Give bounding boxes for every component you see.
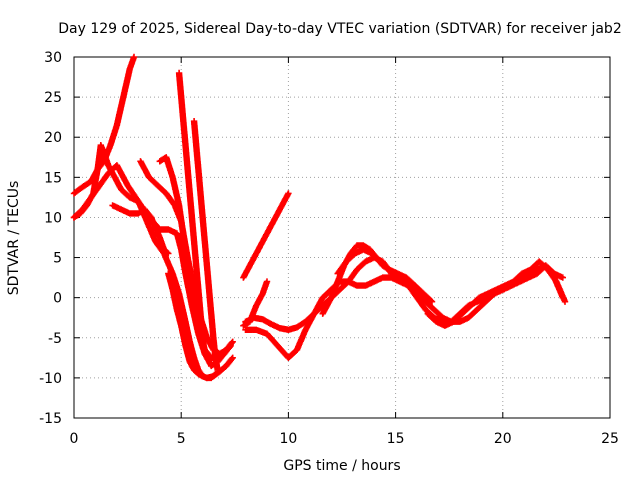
x-axis-title: GPS time / hours xyxy=(283,458,400,474)
marker-trail xyxy=(165,270,219,382)
marker-trail xyxy=(240,190,292,281)
y-axis-title: SDTVAR / TECUs xyxy=(6,181,22,296)
marker-trail xyxy=(109,202,172,257)
marker-trail xyxy=(242,254,566,333)
plot-frame xyxy=(73,56,611,419)
series-track-i xyxy=(165,270,219,382)
chart-title: Day 129 of 2025, Sidereal Day-to-day VTE… xyxy=(58,21,621,37)
y-tick-label: -15 xyxy=(39,411,62,427)
y-tick-label: 30 xyxy=(44,50,62,66)
x-tick-label: 15 xyxy=(387,431,405,447)
series-track-d xyxy=(109,202,172,257)
marker-trail xyxy=(175,69,208,357)
y-tick-label: 25 xyxy=(44,90,62,106)
x-tick-label: 25 xyxy=(601,431,619,447)
series-track-h xyxy=(190,118,221,374)
x-tick-label: 10 xyxy=(279,431,297,447)
x-tick-label: 5 xyxy=(177,431,186,447)
y-tick-label: 5 xyxy=(53,251,62,267)
marker-trail xyxy=(424,258,569,329)
series-track-p xyxy=(424,258,569,329)
series-track-g xyxy=(175,69,208,357)
data-points xyxy=(70,53,569,382)
y-tick-label: 0 xyxy=(53,291,62,307)
axis-ticks xyxy=(73,56,611,419)
y-tick-label: 10 xyxy=(44,210,62,226)
x-tick-label: 20 xyxy=(494,431,512,447)
series-track-j xyxy=(240,190,292,281)
grid xyxy=(74,57,610,418)
y-tick-labels: -15 -10 -5 0 5 10 15 20 25 30 xyxy=(39,50,62,427)
x-tick-labels: 0 5 10 15 20 25 xyxy=(70,431,619,447)
marker-trail xyxy=(190,118,221,374)
y-tick-label: -10 xyxy=(39,371,62,387)
series-track-l xyxy=(242,254,566,333)
y-tick-label: 20 xyxy=(44,130,62,146)
marker-trail xyxy=(334,246,436,305)
y-tick-label: -5 xyxy=(48,331,62,347)
y-tick-label: 15 xyxy=(44,170,62,186)
x-tick-label: 0 xyxy=(70,431,79,447)
series-track-o xyxy=(334,246,436,305)
